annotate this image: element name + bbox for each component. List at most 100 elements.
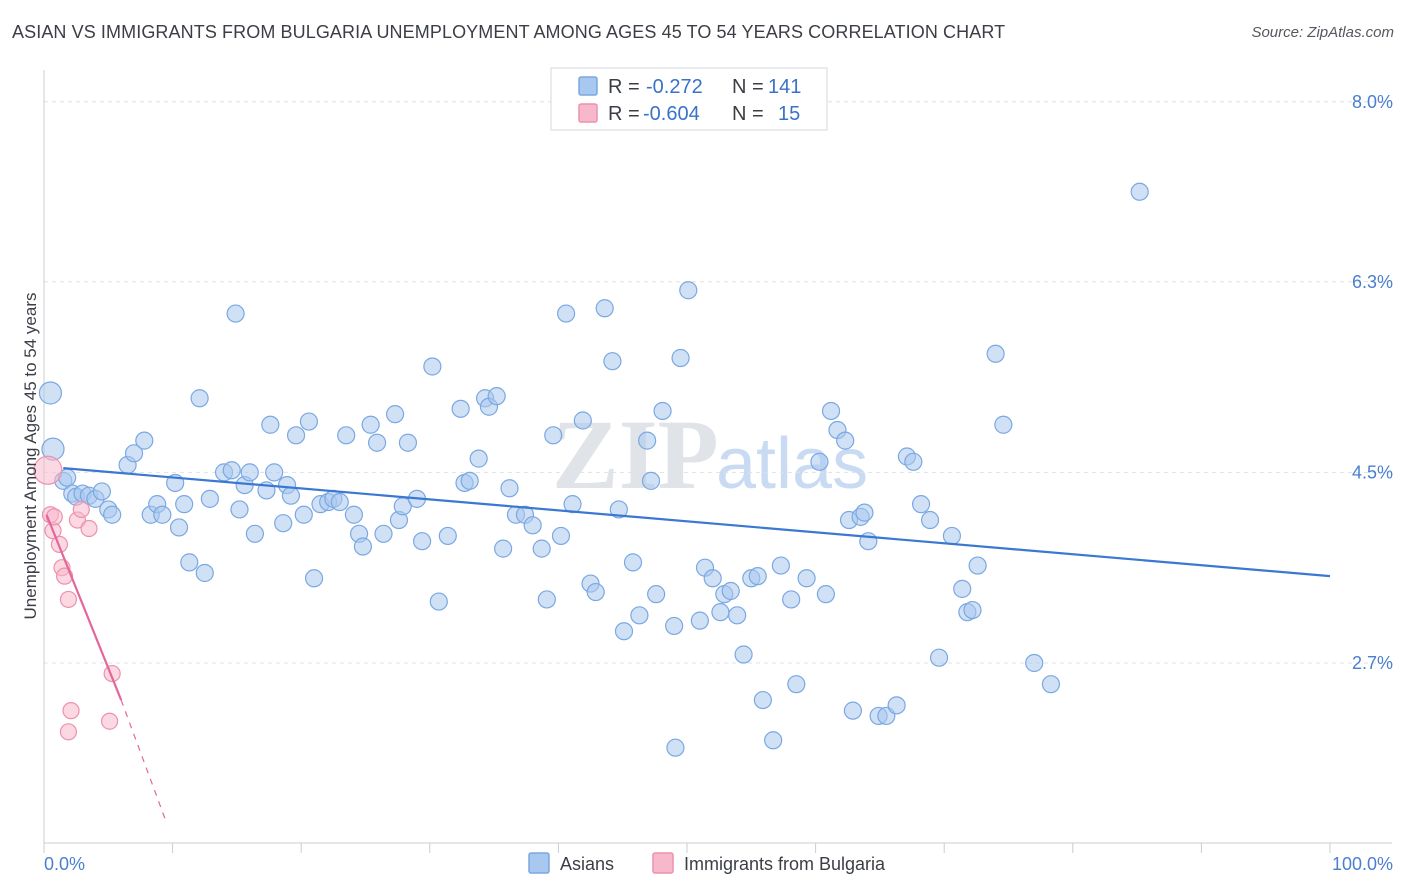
data-point-asians bbox=[294, 505, 313, 524]
data-point-asians bbox=[797, 569, 816, 588]
data-point-asians bbox=[641, 471, 661, 490]
data-point-asians bbox=[963, 600, 982, 620]
data-point-asians bbox=[532, 539, 551, 558]
legend-n-value: 141 bbox=[768, 76, 801, 98]
data-point-asians bbox=[703, 569, 722, 588]
data-point-asians bbox=[544, 426, 563, 445]
data-point-asians bbox=[304, 569, 324, 588]
data-point-asians bbox=[653, 401, 672, 421]
data-point-asians bbox=[124, 444, 144, 463]
trend-line-bulgaria bbox=[45, 514, 123, 701]
series-bulgaria bbox=[33, 455, 121, 741]
data-point-asians bbox=[190, 389, 209, 408]
data-point-asians bbox=[665, 616, 684, 636]
x-tick-label-max: 100.0% bbox=[1332, 854, 1393, 874]
data-point-asians bbox=[855, 503, 874, 522]
data-point-asians bbox=[153, 505, 172, 524]
data-point-asians bbox=[487, 387, 506, 406]
data-point-asians bbox=[968, 556, 987, 575]
data-point-asians bbox=[429, 592, 448, 611]
data-point-asians bbox=[337, 426, 356, 445]
data-point-asians bbox=[679, 281, 698, 300]
data-point-asians bbox=[92, 482, 111, 501]
data-point-asians bbox=[603, 352, 622, 371]
data-point-asians bbox=[500, 479, 519, 498]
data-point-asians bbox=[451, 399, 470, 418]
data-point-bulgaria bbox=[72, 500, 90, 519]
data-point-asians bbox=[638, 431, 657, 450]
data-point-asians bbox=[647, 585, 666, 604]
data-point-asians bbox=[423, 357, 442, 376]
data-point-asians bbox=[38, 381, 63, 405]
data-point-asians bbox=[920, 510, 940, 530]
data-point-asians bbox=[135, 431, 154, 450]
data-point-asians bbox=[929, 648, 949, 667]
data-point-asians bbox=[299, 412, 319, 431]
data-point-asians bbox=[557, 304, 576, 323]
legend-bottom: Asians Immigrants from Bulgaria bbox=[528, 852, 886, 874]
trend-line-asians bbox=[63, 467, 1331, 578]
legend-r-label: R = bbox=[608, 76, 640, 98]
data-point-asians bbox=[1041, 675, 1061, 694]
data-point-asians bbox=[245, 524, 265, 543]
data-point-asians bbox=[953, 579, 972, 598]
data-point-asians bbox=[361, 415, 380, 434]
trend-lines bbox=[45, 467, 1331, 823]
data-point-asians bbox=[330, 492, 349, 512]
legend-bottom-label-asians: Asians bbox=[560, 854, 614, 874]
data-point-asians bbox=[787, 675, 806, 694]
legend-r-label: R = bbox=[608, 103, 640, 125]
data-point-asians bbox=[200, 489, 219, 508]
data-point-asians bbox=[609, 500, 628, 519]
legend-n-value: 15 bbox=[778, 103, 800, 125]
axes: 2.7% 4.5% 6.3% 8.0% bbox=[43, 70, 1393, 853]
data-point-asians bbox=[887, 696, 906, 715]
y-tick-label: 4.5% bbox=[1352, 462, 1393, 482]
legend-swatch-bulgaria bbox=[578, 103, 598, 123]
data-point-bulgaria bbox=[80, 519, 98, 538]
legend-swatch-asians bbox=[578, 76, 598, 96]
data-point-asians bbox=[690, 611, 709, 630]
data-point-asians bbox=[412, 532, 432, 551]
y-tick-label: 2.7% bbox=[1352, 653, 1393, 673]
data-point-bulgaria bbox=[62, 702, 80, 720]
data-point-asians bbox=[728, 606, 747, 625]
data-point-asians bbox=[595, 299, 614, 318]
data-point-asians bbox=[1025, 653, 1044, 673]
data-point-asians bbox=[836, 431, 855, 450]
data-point-asians bbox=[226, 304, 245, 323]
series-asians bbox=[38, 182, 1149, 757]
data-point-asians bbox=[385, 405, 405, 424]
data-point-bulgaria bbox=[59, 590, 78, 609]
data-point-asians bbox=[261, 415, 280, 434]
data-point-asians bbox=[764, 731, 783, 750]
data-point-asians bbox=[586, 582, 605, 602]
data-point-asians bbox=[986, 344, 1005, 363]
data-point-asians bbox=[222, 461, 241, 480]
data-point-asians bbox=[816, 585, 835, 604]
data-point-asians bbox=[103, 505, 122, 524]
data-point-asians bbox=[573, 411, 592, 430]
data-point-asians bbox=[711, 603, 730, 622]
data-point-asians bbox=[911, 495, 931, 514]
data-point-asians bbox=[753, 690, 772, 710]
data-point-asians bbox=[523, 516, 542, 535]
legend-n-label: N = bbox=[732, 76, 764, 98]
data-point-asians bbox=[1130, 182, 1149, 201]
x-tick-label-min: 0.0% bbox=[44, 854, 85, 874]
data-point-asians bbox=[771, 556, 790, 575]
data-point-asians bbox=[353, 537, 373, 556]
data-point-bulgaria bbox=[33, 455, 63, 485]
data-point-bulgaria bbox=[100, 712, 119, 730]
legend-n-label: N = bbox=[732, 103, 764, 125]
data-point-asians bbox=[904, 452, 923, 471]
data-point-asians bbox=[438, 526, 457, 546]
data-point-asians bbox=[469, 449, 488, 468]
data-point-asians bbox=[551, 526, 571, 546]
data-point-asians bbox=[281, 486, 301, 505]
data-point-asians bbox=[630, 606, 649, 625]
data-point-asians bbox=[537, 590, 556, 609]
chart-title: ASIAN VS IMMIGRANTS FROM BULGARIA UNEMPL… bbox=[12, 22, 1006, 42]
data-point-asians bbox=[994, 415, 1013, 434]
